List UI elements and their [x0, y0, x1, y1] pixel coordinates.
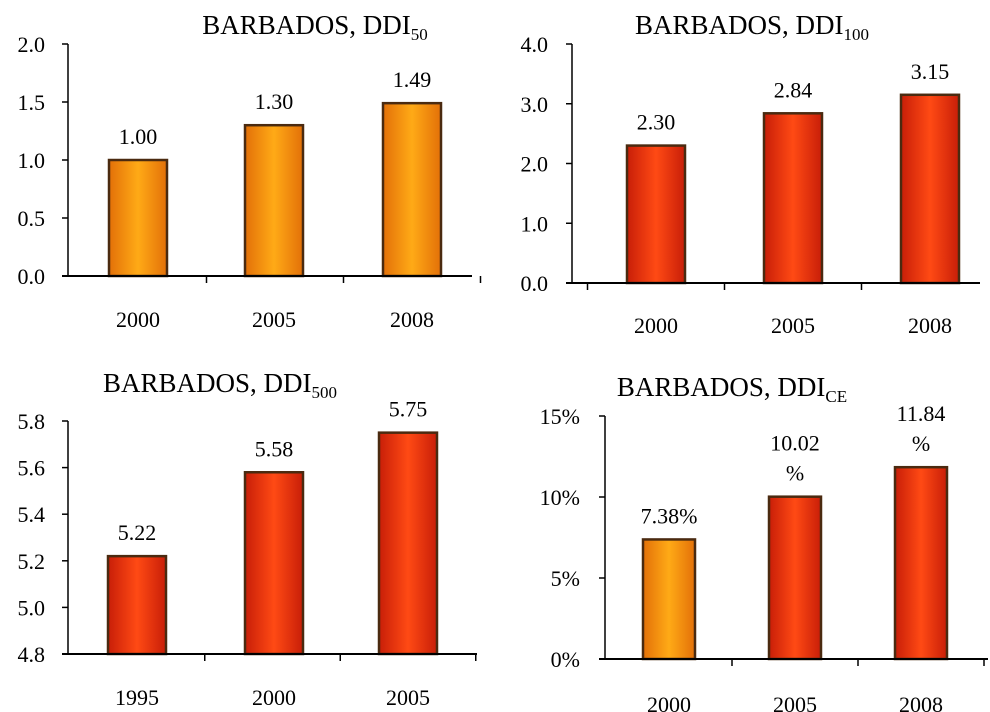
- x-tick-label: 2000: [634, 313, 678, 338]
- data-label: 2.30: [637, 110, 676, 135]
- y-tick-label: 4.8: [18, 642, 46, 667]
- y-tick-label: 5.0: [18, 595, 46, 620]
- chart-title-main: BARBADOS, DDI: [103, 368, 312, 398]
- y-tick-label: 4.0: [521, 32, 549, 57]
- chart-title-subscript: 500: [312, 383, 338, 402]
- bar-2005: [767, 495, 823, 661]
- bar-2008: [893, 465, 949, 661]
- data-label: 2.84: [774, 77, 813, 102]
- y-tick-label: 1.5: [18, 90, 46, 115]
- data-label: %: [786, 461, 804, 486]
- y-tick-label: 1.0: [521, 211, 549, 236]
- chart-title-main: BARBADOS, DDI: [635, 10, 844, 40]
- chart-title-subscript: 50: [411, 25, 428, 44]
- chart-title-subscript: 100: [844, 25, 870, 44]
- chart-panel-3: BARBADOS, DDI500 4.8 5.0 5.2 5.4 5.6 5.8 5.22 5.…: [18, 368, 477, 710]
- bar-1995: [106, 554, 168, 656]
- bar-2000: [107, 158, 169, 278]
- y-tick-label: 5.2: [18, 549, 46, 574]
- chart-title-subscript: CE: [825, 387, 847, 406]
- x-tick-label: 2008: [390, 307, 434, 332]
- data-label: 7.38%: [641, 503, 698, 528]
- y-tick-label: 5.8: [18, 409, 46, 434]
- chart-title: BARBADOS, DDICE: [617, 372, 847, 406]
- chart-title: BARBADOS, DDI100: [635, 10, 869, 44]
- y-tick-label: 5.4: [18, 502, 46, 527]
- x-tick-label: 2005: [386, 685, 430, 710]
- data-label: 1.00: [119, 124, 158, 149]
- bar-2005: [762, 112, 824, 285]
- bar-2008: [381, 101, 443, 278]
- data-label: 10.02: [770, 431, 820, 456]
- x-tick-label: 2000: [647, 692, 691, 712]
- y-tick-label: 3.0: [521, 92, 549, 117]
- x-tick-label: 2005: [773, 692, 817, 712]
- y-tick-label: 2.0: [18, 32, 46, 57]
- chart-panel-2: BARBADOS, DDI100 0.0 1.0 2.0 3.0 4.0 2.30 2.84 3…: [521, 10, 980, 338]
- x-tick-label: 2008: [899, 692, 943, 712]
- chart-title: BARBADOS, DDI500: [103, 368, 337, 402]
- data-label: 5.75: [389, 397, 428, 422]
- data-label: 11.84: [897, 401, 946, 426]
- bar-2005: [377, 431, 439, 656]
- data-label: 1.30: [255, 89, 294, 114]
- data-label: 5.58: [255, 436, 294, 461]
- y-tick-label: 0.5: [18, 206, 46, 231]
- x-tick-label: 1995: [115, 685, 159, 710]
- bar-2008: [899, 93, 961, 285]
- x-tick-label: 2000: [116, 307, 160, 332]
- chart-title-main: BARBADOS, DDI: [202, 10, 411, 40]
- x-tick-label: 2005: [252, 307, 296, 332]
- y-tick-label: 0%: [551, 647, 580, 672]
- data-label: %: [912, 431, 930, 456]
- y-tick-label: 0.0: [18, 264, 46, 289]
- bar-2000: [625, 144, 687, 285]
- y-tick-label: 2.0: [521, 152, 549, 177]
- data-label: 3.15: [911, 59, 950, 84]
- chart-title: BARBADOS, DDI50: [202, 10, 428, 44]
- y-tick-label: 15%: [540, 404, 580, 429]
- x-tick-label: 2008: [908, 313, 952, 338]
- bar-2005: [243, 123, 305, 278]
- data-label: 5.22: [118, 520, 157, 545]
- chart-title-main: BARBADOS, DDI: [617, 372, 826, 402]
- chart-panel-1: BARBADOS, DDI50 0.0 0.5 1.0 1.5 2.0 1.00 1.30 1.…: [18, 10, 482, 332]
- x-tick-label: 2000: [252, 685, 296, 710]
- y-tick-label: 10%: [540, 485, 580, 510]
- chart-panel-4: BARBADOS, DDICE 0% 5% 10% 15% 7.38% 10.02% 11.8…: [540, 372, 988, 712]
- bar-2000: [243, 471, 305, 656]
- data-label: 1.49: [393, 67, 432, 92]
- y-tick-label: 5.6: [18, 456, 46, 481]
- x-tick-label: 2005: [771, 313, 815, 338]
- y-tick-label: 1.0: [18, 148, 46, 173]
- y-tick-label: 0.0: [521, 271, 549, 296]
- bar-2000: [641, 538, 697, 661]
- y-tick-label: 5%: [551, 566, 580, 591]
